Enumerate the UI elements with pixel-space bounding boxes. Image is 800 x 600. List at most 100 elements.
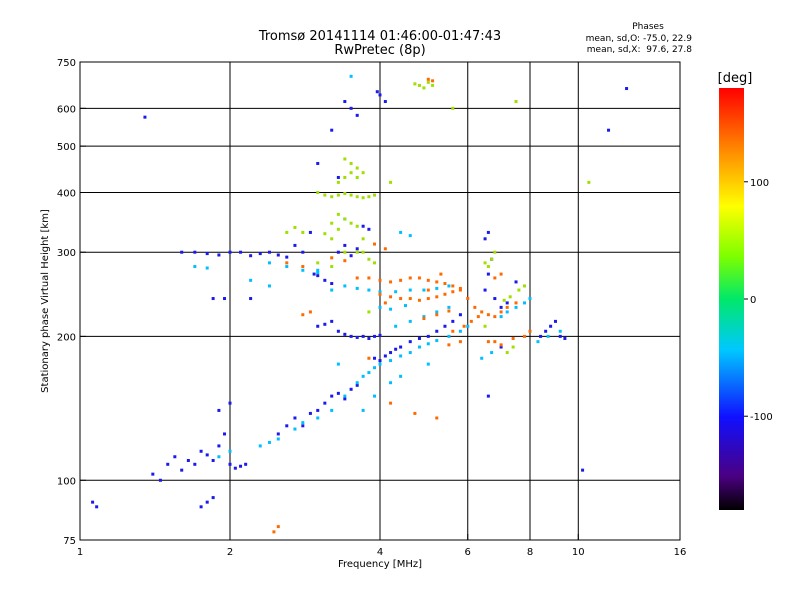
data-point xyxy=(480,356,484,360)
data-point xyxy=(499,310,503,314)
data-point xyxy=(505,351,509,355)
data-point xyxy=(499,343,503,347)
data-point xyxy=(422,315,426,319)
data-point xyxy=(587,180,591,184)
data-point xyxy=(301,268,305,272)
data-point xyxy=(383,247,387,251)
data-point xyxy=(349,254,353,258)
data-point xyxy=(343,332,347,336)
data-point xyxy=(435,329,439,333)
data-point xyxy=(399,354,403,358)
data-point xyxy=(228,401,232,405)
data-point xyxy=(285,265,289,269)
data-point xyxy=(199,449,203,453)
data-point xyxy=(276,432,280,436)
data-point xyxy=(193,265,197,269)
data-point xyxy=(367,257,371,261)
data-point xyxy=(205,500,209,504)
data-point xyxy=(483,288,487,292)
data-point xyxy=(367,336,371,340)
data-point xyxy=(211,458,215,462)
data-point xyxy=(508,295,512,299)
data-point xyxy=(301,421,305,425)
data-point xyxy=(383,100,387,104)
data-point xyxy=(378,359,382,363)
data-point xyxy=(316,161,320,165)
data-point xyxy=(312,272,316,276)
data-point xyxy=(343,217,347,221)
data-point xyxy=(505,310,509,314)
data-point xyxy=(435,416,439,420)
data-point xyxy=(383,301,387,305)
data-point xyxy=(276,253,280,257)
data-point xyxy=(323,232,327,236)
data-point xyxy=(355,250,359,254)
data-point xyxy=(443,292,447,296)
data-point xyxy=(272,530,276,534)
data-point xyxy=(389,180,393,184)
data-point xyxy=(417,276,421,280)
data-point xyxy=(330,265,334,269)
grid-lines xyxy=(80,62,680,540)
data-point xyxy=(502,298,506,302)
data-point xyxy=(378,290,382,294)
data-point xyxy=(301,313,305,317)
data-point xyxy=(373,356,377,360)
data-point xyxy=(447,343,451,347)
data-point xyxy=(193,250,197,254)
data-point xyxy=(447,305,451,309)
data-point xyxy=(451,319,455,323)
data-point xyxy=(389,401,393,405)
data-point xyxy=(343,250,347,254)
data-point xyxy=(258,252,262,256)
phase-stats-heading: Phases xyxy=(632,22,664,32)
data-point xyxy=(285,230,289,234)
data-point xyxy=(378,305,382,309)
colorbar-ticks: 100 0 -100 xyxy=(744,178,773,423)
data-point xyxy=(367,371,371,375)
data-point xyxy=(330,288,334,292)
y-tick-label: 75 xyxy=(63,536,76,547)
data-point xyxy=(151,472,155,476)
data-point xyxy=(383,354,387,358)
data-point xyxy=(330,282,334,286)
data-point xyxy=(301,230,305,234)
data-point xyxy=(499,315,503,319)
data-point xyxy=(373,394,377,398)
data-point xyxy=(349,221,353,225)
data-point xyxy=(499,345,503,349)
data-point xyxy=(473,305,477,309)
data-point xyxy=(180,468,184,472)
data-point xyxy=(394,290,398,294)
data-point xyxy=(223,432,227,436)
data-point xyxy=(355,381,359,385)
data-point xyxy=(373,334,377,338)
data-point xyxy=(293,416,297,420)
data-point xyxy=(373,193,377,197)
y-tick-label: 400 xyxy=(57,188,76,199)
data-point xyxy=(447,309,451,313)
data-point xyxy=(458,329,462,333)
data-point xyxy=(399,374,403,378)
data-point xyxy=(316,416,320,420)
data-point xyxy=(293,243,297,247)
data-point xyxy=(336,180,340,184)
data-point xyxy=(336,193,340,197)
data-point xyxy=(323,278,327,282)
data-point xyxy=(378,93,382,97)
data-point xyxy=(435,339,439,343)
y-tick-label: 100 xyxy=(57,476,76,487)
data-point xyxy=(316,274,320,278)
data-point xyxy=(466,324,470,328)
data-point xyxy=(361,374,365,378)
data-point xyxy=(367,195,371,199)
data-point xyxy=(244,462,248,466)
data-point xyxy=(143,115,147,119)
data-point xyxy=(523,301,527,305)
data-point xyxy=(408,351,412,355)
data-point xyxy=(426,278,430,282)
data-point xyxy=(431,79,435,83)
data-point xyxy=(217,253,221,257)
data-point xyxy=(316,261,320,265)
data-point xyxy=(476,315,480,319)
